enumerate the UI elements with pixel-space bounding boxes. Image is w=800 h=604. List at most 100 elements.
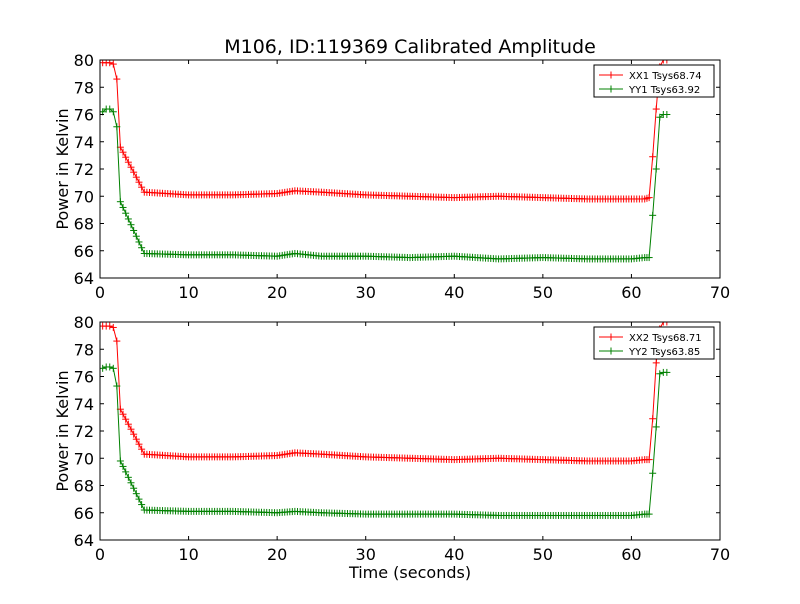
data-point: [645, 510, 653, 518]
y-tick-label: 80: [74, 313, 94, 332]
y-tick-label: 78: [74, 340, 94, 359]
data-point: [656, 370, 664, 378]
data-point: [649, 153, 657, 161]
y-axis-label: Power in Kelvin: [53, 370, 72, 491]
data-point: [135, 440, 143, 448]
data-point: [652, 105, 660, 113]
x-tick-label: 40: [444, 283, 464, 302]
series-group: [100, 60, 671, 263]
y-tick-label: 70: [74, 449, 94, 468]
legend: XX2 Tsys68.71 YY2 Tsys63.85: [593, 326, 715, 360]
x-tick-label: 70: [710, 283, 730, 302]
data-point: [124, 473, 132, 481]
data-point: [116, 457, 124, 465]
series-line-2: [102, 108, 667, 260]
data-point: [106, 105, 114, 113]
x-tick-label: 30: [356, 283, 376, 302]
data-point: [113, 382, 121, 390]
data-point: [652, 359, 660, 367]
y-tick-label: 68: [74, 477, 94, 496]
data-point: [645, 194, 653, 202]
legend-label: YY2 Tsys63.85: [628, 347, 700, 358]
data-point: [135, 238, 143, 246]
data-point: [663, 60, 671, 64]
x-tick-label: 60: [621, 545, 641, 564]
data-point: [124, 215, 132, 223]
x-tick-label: 20: [267, 545, 287, 564]
x-tick-label: 0: [95, 283, 105, 302]
data-point: [113, 75, 121, 83]
data-point: [127, 479, 135, 487]
y-tick-label: 72: [74, 160, 94, 179]
legend-label: XX2 Tsys68.71: [629, 333, 702, 344]
data-point: [132, 173, 140, 181]
legend-label: XX1 Tsys68.74: [629, 71, 702, 82]
y-tick-label: 78: [74, 78, 94, 97]
data-point: [119, 203, 127, 211]
x-tick-label: 50: [533, 283, 553, 302]
data-point: [127, 163, 135, 171]
y-tick-label: 76: [74, 368, 94, 387]
legend-label: YY1 Tsys63.92: [628, 85, 700, 96]
chart-title: M106, ID:119369 Calibrated Amplitude: [224, 36, 596, 58]
data-point: [135, 495, 143, 503]
data-point: [663, 322, 671, 326]
y-tick-label: 72: [74, 422, 94, 441]
plots-group: 0 10 20 30 40 50 60 70 64 66 68 70 72 74 76 78 80 Power i…: [53, 51, 730, 582]
legend-box: [593, 64, 715, 98]
x-tick-label: 10: [178, 283, 198, 302]
data-point: [122, 415, 130, 423]
y-tick-label: 64: [74, 269, 94, 288]
y-tick-label: 66: [74, 504, 94, 523]
legend: XX1 Tsys68.74 YY1 Tsys63.92: [593, 64, 715, 98]
x-tick-label: 0: [95, 545, 105, 564]
y-tick-label: 70: [74, 187, 94, 206]
y-tick-label: 80: [74, 51, 94, 70]
series-line-1: [102, 60, 667, 200]
data-point: [649, 211, 657, 219]
data-point: [135, 178, 143, 186]
y-axis-label: Power in Kelvin: [53, 108, 72, 229]
data-point: [663, 368, 671, 376]
legend-box: [593, 326, 715, 360]
x-tick-label: 40: [444, 545, 464, 564]
data-point: [116, 198, 124, 206]
data-point: [109, 60, 117, 68]
data-point: [113, 123, 121, 131]
data-point: [138, 445, 146, 453]
data-point: [132, 490, 140, 498]
y-tick-label: 74: [74, 133, 94, 152]
data-point: [122, 468, 130, 476]
data-point: [130, 168, 138, 176]
data-point: [645, 456, 653, 464]
data-point: [130, 226, 138, 234]
data-point: [652, 165, 660, 173]
y-tick-label: 68: [74, 215, 94, 234]
series-line-1: [102, 322, 667, 462]
y-tick-label: 66: [74, 242, 94, 261]
data-point: [663, 111, 671, 118]
data-point: [659, 322, 667, 326]
subplot-2: 0 10 20 30 40 50 60 70 64 66 68 70 72 74 76 78 80 Power i…: [53, 313, 730, 582]
data-point: [109, 364, 117, 372]
data-point: [645, 254, 653, 262]
data-point: [119, 148, 127, 156]
data-point: [122, 153, 130, 161]
data-point: [649, 415, 657, 423]
x-tick-label: 20: [267, 283, 287, 302]
data-point: [130, 430, 138, 438]
data-point: [138, 183, 146, 191]
x-tick-label: 30: [356, 545, 376, 564]
data-point: [109, 323, 117, 331]
data-point: [119, 410, 127, 418]
data-point: [113, 337, 121, 345]
x-tick-label: 10: [178, 545, 198, 564]
data-point: [132, 435, 140, 443]
x-axis-label: Time (seconds): [348, 563, 471, 582]
x-tick-label: 60: [621, 283, 641, 302]
data-point: [132, 232, 140, 240]
subplot-1: 0 10 20 30 40 50 60 70 64 66 68 70 72 74 76 78 80 Power i…: [53, 51, 730, 302]
series-line-2: [102, 366, 667, 516]
data-point: [124, 158, 132, 166]
x-tick-label: 50: [533, 545, 553, 564]
